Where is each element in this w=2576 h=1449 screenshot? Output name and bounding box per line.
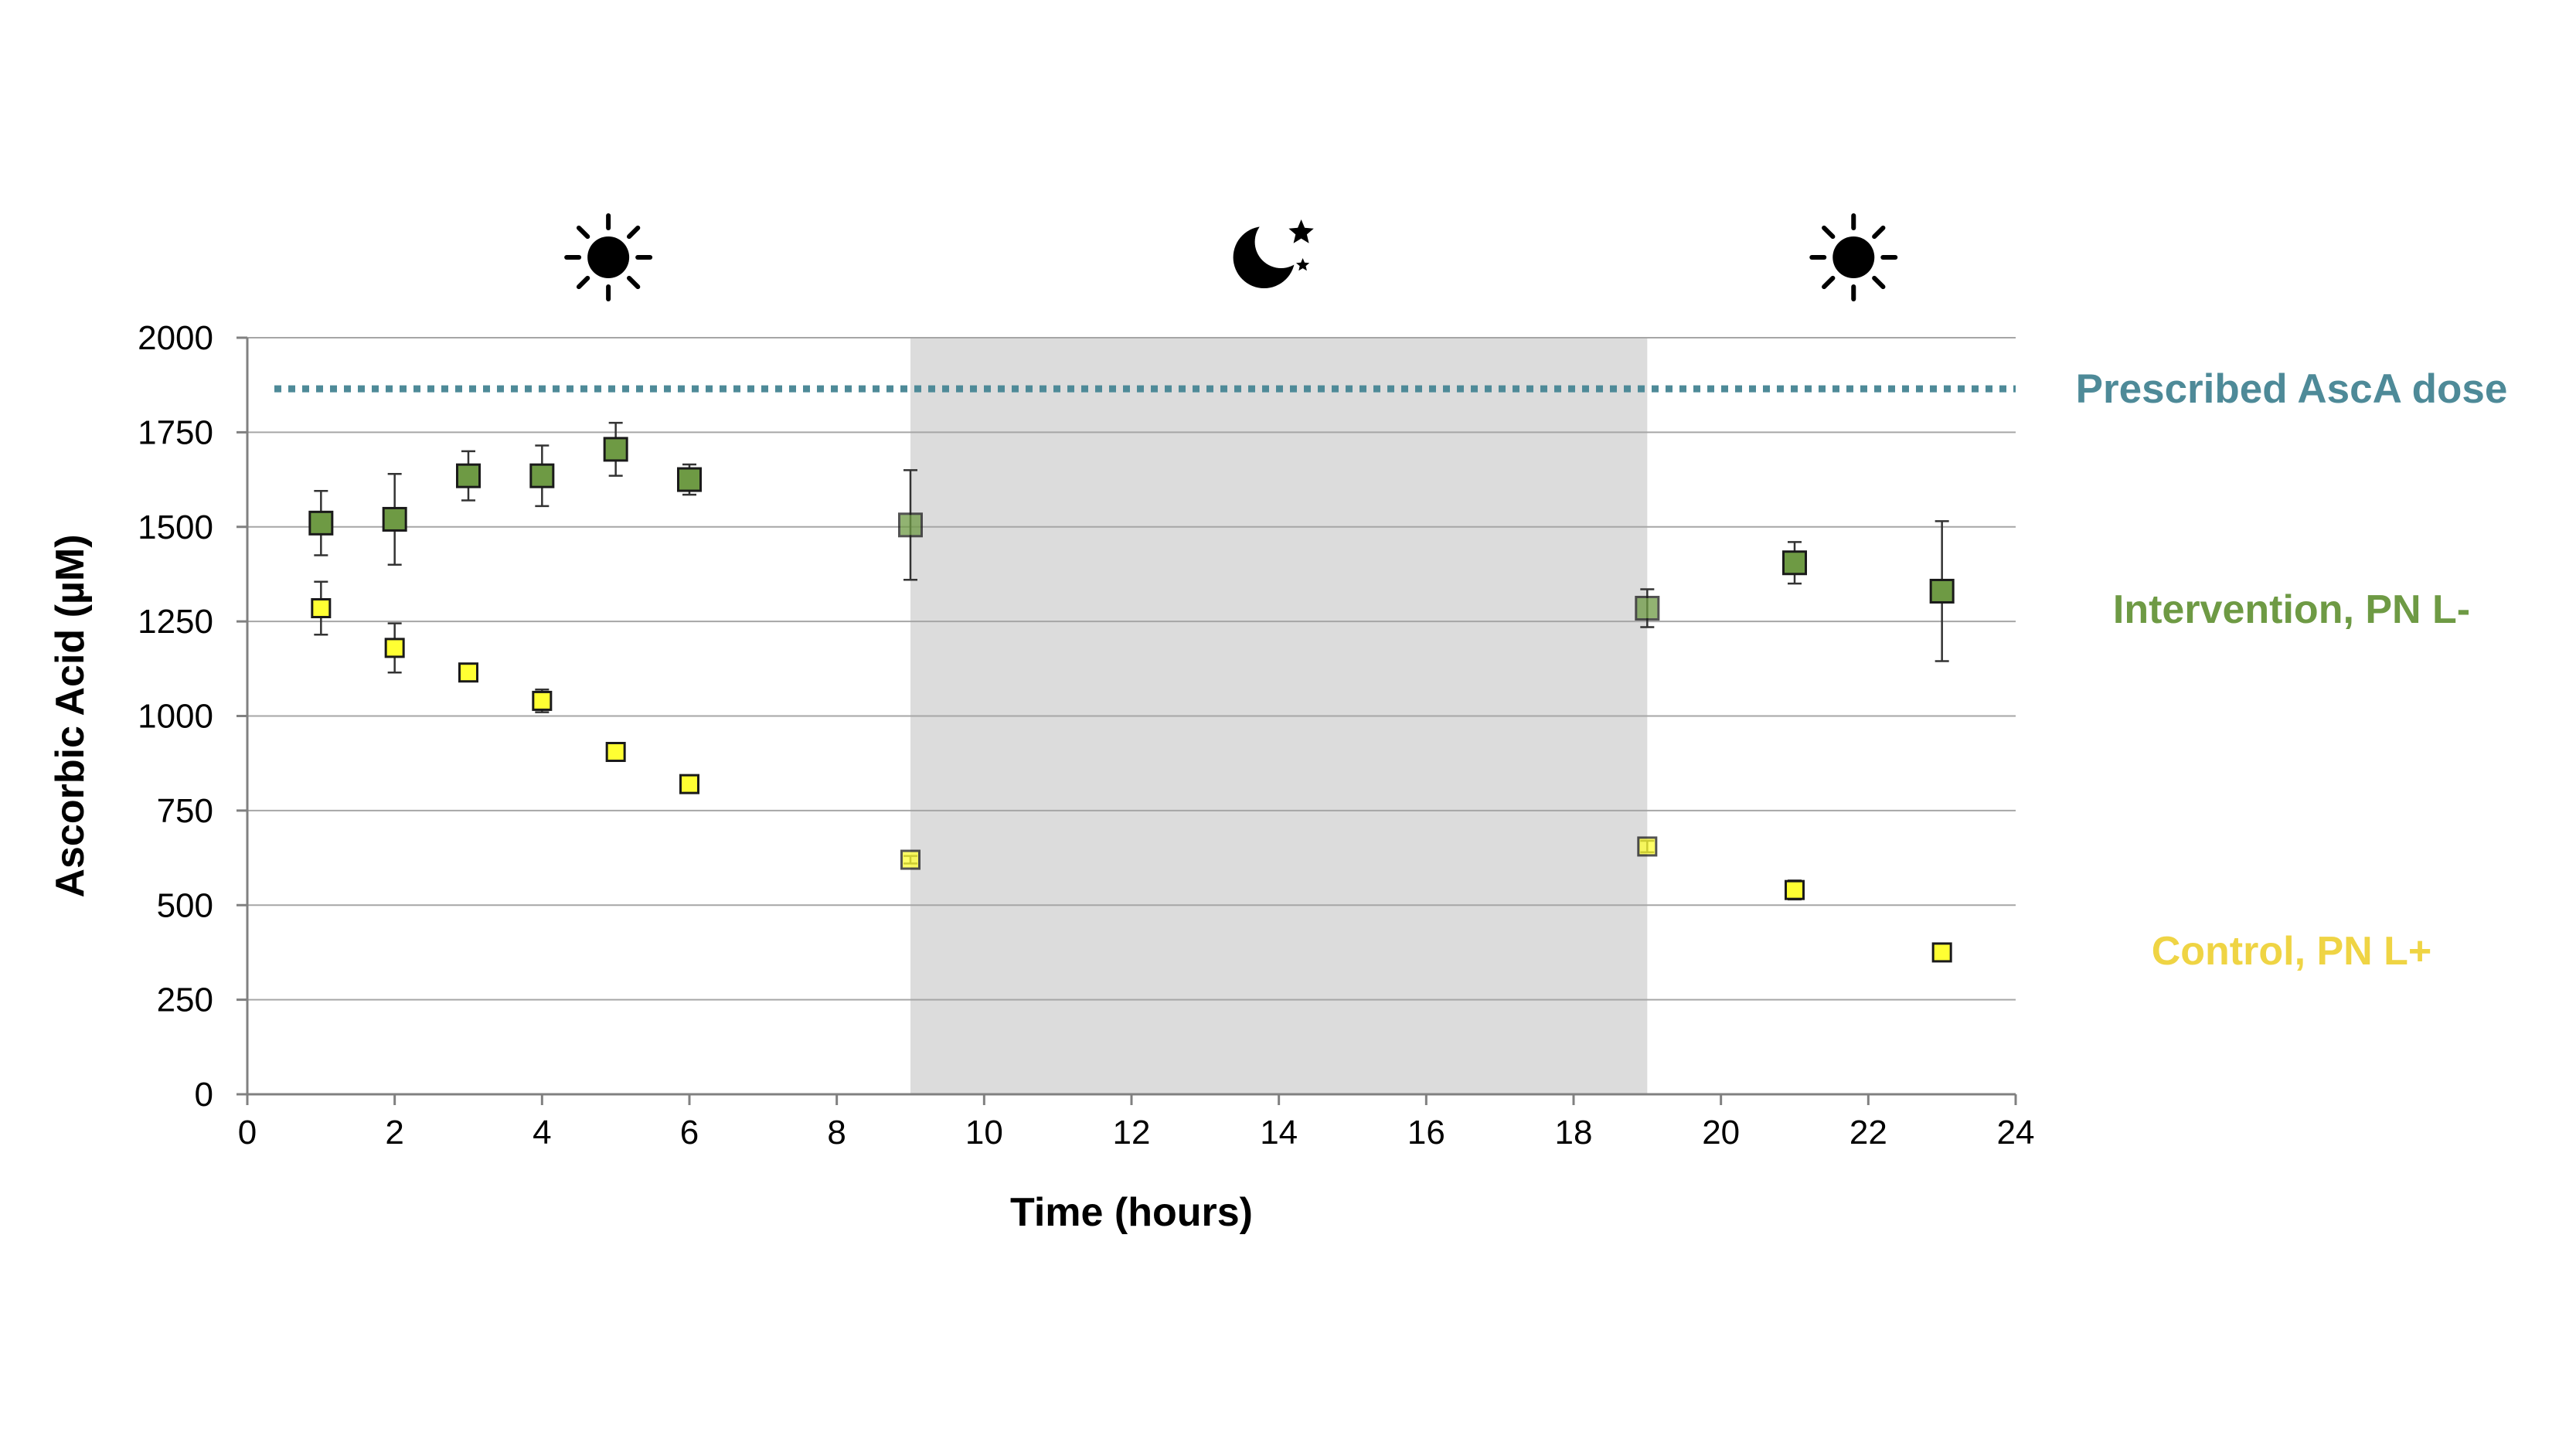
data-point	[311, 597, 332, 618]
data-point	[1782, 550, 1807, 576]
data-point	[384, 638, 405, 658]
data-point	[382, 506, 407, 532]
data-point	[679, 774, 699, 794]
control-series	[311, 580, 1952, 963]
x-tick-label: 20	[1702, 1114, 1740, 1151]
x-tick-label: 16	[1407, 1114, 1445, 1151]
data-point	[1637, 836, 1658, 857]
sun-icon	[1809, 213, 1898, 301]
sun-icon	[564, 213, 653, 301]
data-point	[308, 510, 334, 536]
x-tick-label: 18	[1555, 1114, 1593, 1151]
y-tick-label: 1000	[138, 698, 213, 736]
y-tick-label: 500	[157, 886, 213, 924]
x-axis-label: Time (hours)	[1010, 1190, 1253, 1235]
gridlines	[247, 337, 2016, 1001]
x-tick-label: 2	[385, 1114, 403, 1151]
data-point	[458, 662, 478, 683]
x-tick-label: 6	[680, 1114, 699, 1151]
data-point	[529, 463, 555, 488]
moon-stars-icon	[1233, 219, 1314, 288]
y-tick-label: 2000	[138, 319, 213, 357]
x-tick-label: 22	[1849, 1114, 1887, 1151]
data-point	[456, 463, 481, 488]
data-point	[677, 467, 702, 492]
data-point	[603, 437, 628, 462]
prescribed-dose-label: Prescribed AscA dose	[2076, 366, 2508, 412]
data-point	[1635, 595, 1660, 621]
x-tick-label: 10	[965, 1114, 1003, 1151]
x-tick-label: 24	[1997, 1114, 2035, 1151]
data-point	[898, 512, 923, 538]
y-tick-label: 1250	[138, 603, 213, 641]
data-series	[308, 421, 1955, 963]
data-point	[900, 849, 920, 870]
x-tick-labels: 0 2 4 6 8 10 12 14 16 18 20 22 24	[238, 1094, 2035, 1151]
data-point	[605, 742, 626, 763]
day-night-icons	[564, 213, 1898, 301]
x-tick-label: 12	[1113, 1114, 1151, 1151]
intervention-series	[308, 421, 1955, 662]
y-axis-label: Ascorbic Acid (µM)	[48, 534, 93, 897]
data-point	[1929, 578, 1955, 604]
data-point	[1931, 942, 1952, 963]
x-tick-label: 14	[1260, 1114, 1298, 1151]
y-tick-label: 1500	[138, 509, 213, 546]
y-tick-label: 0	[195, 1076, 213, 1114]
y-tick-label: 750	[157, 792, 213, 830]
x-tick-label: 0	[238, 1114, 257, 1151]
data-point	[532, 690, 553, 711]
intervention-series-label: Intervention, PN L-	[2113, 587, 2470, 632]
y-tick-label: 250	[157, 981, 213, 1019]
y-tick-labels: 0 250 500 750 1000 1250 1500 1750 2000	[138, 319, 247, 1114]
y-tick-label: 1750	[138, 413, 213, 451]
x-tick-label: 4	[533, 1114, 551, 1151]
x-tick-label: 8	[827, 1114, 846, 1151]
control-series-label: Control, PN L+	[2152, 929, 2432, 974]
data-point	[1785, 879, 1805, 900]
